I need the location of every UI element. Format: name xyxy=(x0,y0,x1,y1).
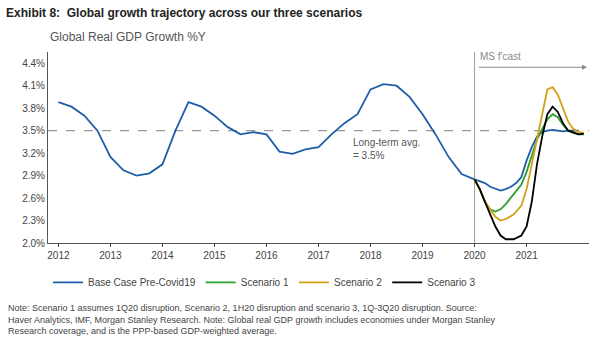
svg-text:Base Case Pre-Covid19: Base Case Pre-Covid19 xyxy=(88,277,196,288)
svg-text:Note: Scenario 1 assumes 1Q20: Note: Scenario 1 assumes 1Q20 disruption… xyxy=(8,303,496,336)
svg-text:2017: 2017 xyxy=(307,250,330,261)
svg-text:3.5%: 3.5% xyxy=(22,125,45,136)
svg-text:2014: 2014 xyxy=(151,250,174,261)
svg-text:4.4%: 4.4% xyxy=(22,58,45,69)
svg-text:2019: 2019 xyxy=(411,250,434,261)
svg-text:3.2%: 3.2% xyxy=(22,148,45,159)
svg-text:MS f'cast: MS f'cast xyxy=(480,51,521,62)
svg-text:2020: 2020 xyxy=(463,250,486,261)
svg-text:4.1%: 4.1% xyxy=(22,80,45,91)
svg-text:2021: 2021 xyxy=(515,250,538,261)
svg-text:2015: 2015 xyxy=(203,250,226,261)
svg-text:Scenario 2: Scenario 2 xyxy=(334,277,382,288)
svg-text:2016: 2016 xyxy=(255,250,278,261)
svg-text:Scenario 3: Scenario 3 xyxy=(427,277,475,288)
svg-text:2.9%: 2.9% xyxy=(22,170,45,181)
svg-text:3.8%: 3.8% xyxy=(22,103,45,114)
svg-text:2.0%: 2.0% xyxy=(22,238,45,249)
svg-text:Long-term avg.= 3.5%: Long-term avg.= 3.5% xyxy=(353,137,420,161)
svg-text:Scenario 1: Scenario 1 xyxy=(241,277,289,288)
svg-text:2.6%: 2.6% xyxy=(22,193,45,204)
svg-text:Exhibit 8: Global growth traj: Exhibit 8: Global growth trajectory acro… xyxy=(6,6,362,20)
svg-text:2012: 2012 xyxy=(47,250,70,261)
svg-text:2.3%: 2.3% xyxy=(22,215,45,226)
svg-text:2013: 2013 xyxy=(99,250,122,261)
svg-text:2018: 2018 xyxy=(359,250,382,261)
svg-text:Global Real GDP Growth %Y: Global Real GDP Growth %Y xyxy=(50,30,206,44)
